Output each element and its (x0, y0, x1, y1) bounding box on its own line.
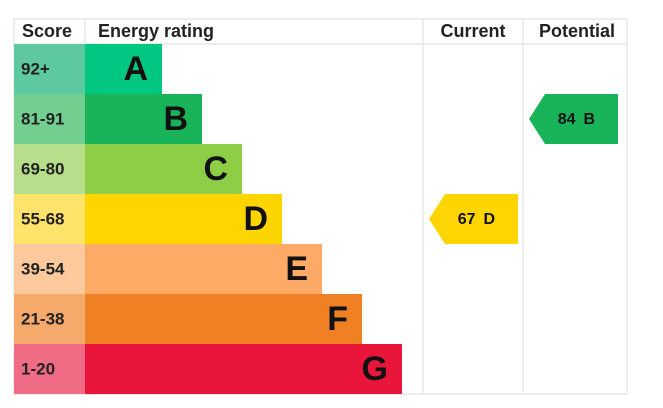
rating-bar (85, 294, 362, 344)
current-letter: D (484, 211, 496, 228)
rating-bar (85, 344, 402, 394)
rating-bar (85, 44, 162, 94)
score-cell (14, 344, 85, 394)
potential-letter: B (584, 111, 596, 128)
potential-value: 84 (558, 111, 576, 128)
rating-letter: D (243, 200, 268, 238)
score-label: 21-38 (21, 309, 64, 328)
score-cell (14, 194, 85, 244)
header-current: Current (440, 21, 505, 41)
current-value: 67 (458, 211, 476, 228)
rating-bar (85, 194, 282, 244)
score-cell (14, 244, 85, 294)
score-label: 69-80 (21, 159, 64, 178)
rating-letter: B (163, 100, 188, 138)
score-cell (14, 94, 85, 144)
rating-letter: G (362, 350, 388, 388)
rating-letter: A (123, 50, 148, 88)
rating-letter: F (327, 300, 348, 338)
score-label: 39-54 (21, 259, 65, 278)
rating-letter: E (285, 250, 308, 288)
header-potential: Potential (539, 21, 615, 41)
score-label: 1-20 (21, 359, 55, 378)
rating-bar (85, 144, 242, 194)
current-arrow (429, 194, 518, 244)
rating-letter: C (203, 150, 228, 188)
score-cell (14, 144, 85, 194)
score-label: 81-91 (21, 109, 64, 128)
rating-bar (85, 244, 322, 294)
score-cell (14, 44, 85, 94)
header-score: Score (22, 21, 72, 41)
score-label: 55-68 (21, 209, 64, 228)
score-cell (14, 294, 85, 344)
header-energy-rating: Energy rating (98, 21, 214, 41)
score-label: 92+ (21, 59, 50, 78)
rating-bar (85, 94, 202, 144)
potential-arrow (529, 94, 618, 144)
